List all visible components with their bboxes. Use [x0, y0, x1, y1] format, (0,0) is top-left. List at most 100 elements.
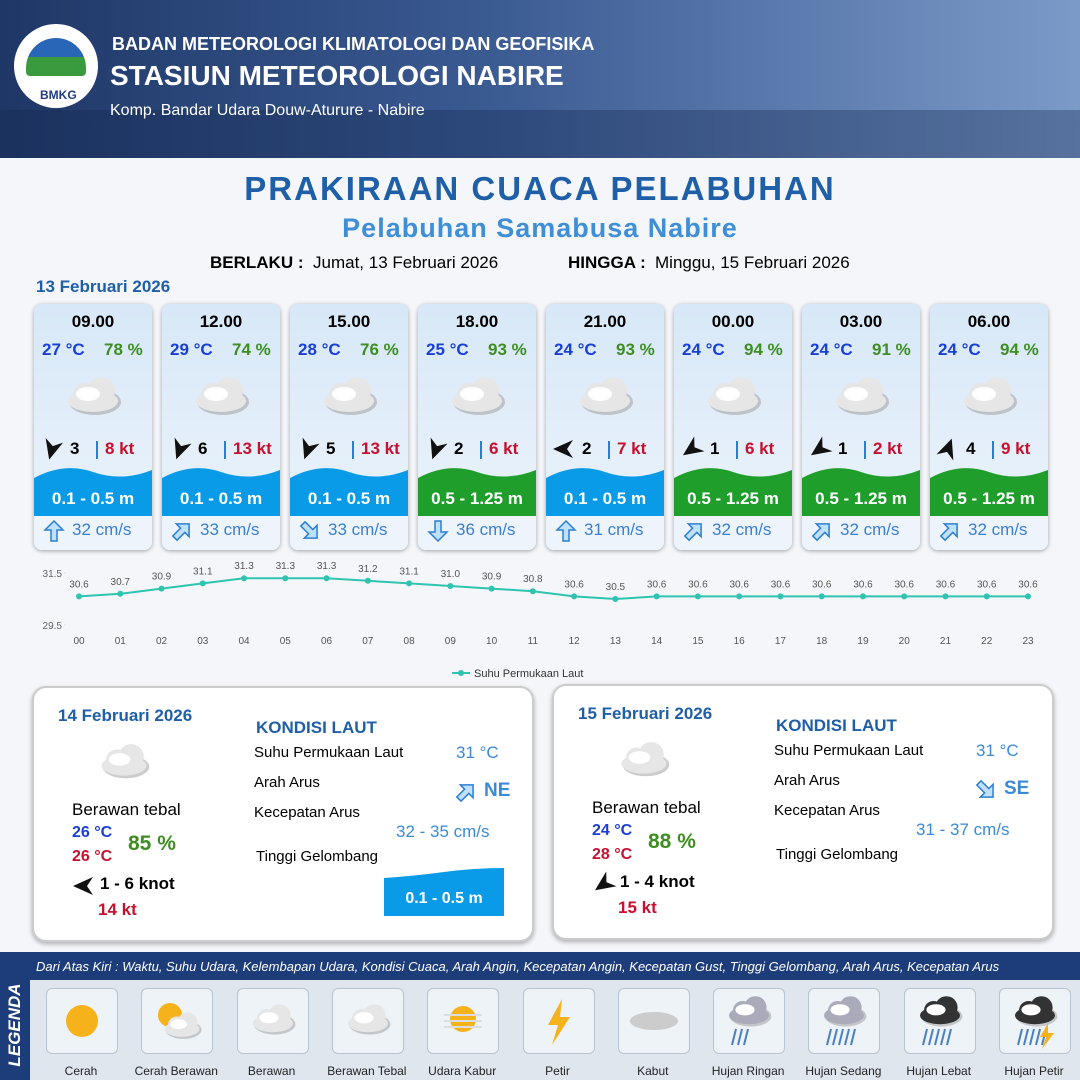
cloud-light	[735, 1004, 755, 1016]
wave-label: Tinggi Gelombang	[776, 846, 899, 863]
sst-point	[571, 593, 578, 600]
wave	[546, 468, 664, 516]
card-wave: 0.1 - 0.5 m	[307, 489, 391, 508]
card-time: 00.00	[711, 312, 755, 331]
icon	[547, 999, 570, 1045]
legend-tile	[141, 988, 214, 1054]
sst-line	[78, 577, 1028, 601]
card-gust: 13 kt	[233, 439, 272, 458]
cloud-light	[830, 1004, 850, 1016]
current-arrow	[683, 523, 702, 542]
icon	[73, 877, 93, 895]
day-date: 15 Februari 2026	[578, 704, 713, 723]
x-tick-label: 15	[692, 636, 704, 647]
value-label: 30.6	[1018, 579, 1038, 590]
day-condition: Berawan tebal	[72, 800, 181, 819]
day-humidity: 88 %	[648, 830, 696, 853]
wave	[290, 468, 408, 516]
sst-value: 31 °C	[456, 743, 499, 762]
forecast-card: 18.00 25 °C 93 % 2 6 kt 0.5 - 1.25 m 36 cm/s	[418, 304, 536, 550]
wind-arrow	[174, 437, 192, 460]
page-title: PRAKIRAAN CUACA PELABUHAN	[244, 170, 836, 207]
sea-heading: KONDISI LAUT	[256, 718, 377, 737]
separator	[352, 441, 354, 459]
separator	[480, 441, 482, 459]
card-humidity: 78 %	[104, 340, 143, 359]
rain	[945, 1028, 952, 1046]
x-tick-label: 01	[115, 636, 127, 647]
sst-point	[529, 588, 536, 595]
rain	[832, 1028, 839, 1046]
icon	[729, 996, 772, 1046]
day-box: 15 Februari 2026 Berawan tebal 24 °C 28 °C 8…	[552, 684, 1054, 940]
current-arrow	[171, 523, 190, 542]
rain	[921, 1028, 928, 1046]
wave	[418, 468, 536, 516]
forecast-card: 00.00 24 °C 94 % 1 6 kt 0.5 - 1.25 m 32 cm/s	[674, 304, 792, 550]
day-temp-max: 28 °C	[592, 846, 633, 863]
icon	[621, 742, 670, 777]
legend-tile	[903, 988, 976, 1054]
forecast-card: 06.00 24 °C 94 % 4 9 kt 0.5 - 1.25 m 32 cm/s	[930, 304, 1048, 550]
day-gust: 15 kt	[618, 898, 657, 917]
legend-tile	[522, 988, 595, 1054]
sst-point	[612, 596, 619, 602]
card-humidity: 91 %	[872, 340, 911, 359]
card-temp: 27 °C	[42, 340, 85, 359]
card-temp: 24 °C	[682, 340, 725, 359]
legend-tile	[46, 988, 118, 1054]
card-humidity: 93 %	[488, 340, 527, 359]
icon	[174, 437, 192, 460]
legend-item-label: Berawan	[247, 1064, 296, 1078]
card-wind: 2	[454, 439, 464, 458]
legend-side	[0, 952, 30, 1080]
legend-tile	[808, 988, 881, 1054]
icon	[418, 468, 536, 516]
separator	[608, 441, 610, 459]
card-current: 31 cm/s	[584, 520, 644, 539]
icon	[162, 468, 280, 516]
sst-point	[241, 575, 248, 582]
dir-label: Arah Arus	[254, 774, 320, 791]
icon	[252, 1004, 295, 1035]
day-box: 14 Februari 2026 Berawan tebal 26 °C 26 °C 8…	[32, 686, 534, 942]
sst-point	[158, 585, 165, 592]
sun	[450, 1006, 477, 1032]
sea-heading: KONDISI LAUT	[776, 716, 897, 735]
dir-value: SE	[1004, 778, 1030, 799]
bolt	[1040, 1023, 1054, 1049]
day-condition: Berawan tebal	[592, 798, 701, 817]
current-arrow	[939, 523, 958, 542]
icon	[802, 468, 920, 516]
y-tick-label: 29.5	[43, 621, 63, 632]
icon	[930, 468, 1048, 516]
x-tick-label: 03	[197, 636, 209, 647]
cloud-light	[588, 387, 612, 401]
sst-point	[942, 593, 949, 600]
x-tick-label: 02	[156, 636, 168, 647]
sst-point	[323, 575, 330, 582]
cloud-light	[108, 753, 131, 766]
card-temp: 24 °C	[810, 340, 853, 359]
x-tick-label: 18	[816, 636, 828, 647]
value-label: 30.6	[564, 579, 584, 590]
sst-point	[364, 577, 371, 584]
to-date: Minggu, 15 Februari 2026	[655, 253, 850, 272]
wave	[34, 468, 152, 516]
legend-item-label: Petir	[545, 1064, 570, 1078]
x-tick-label: 11	[528, 636, 539, 647]
icon	[290, 468, 408, 516]
icon	[555, 519, 577, 542]
legend-description: Dari Atas Kiri : Waktu, Suhu Udara, Kele…	[36, 959, 1000, 974]
day-wind: 1 - 6 knot	[100, 874, 175, 893]
legend-item-label: Kabut	[637, 1064, 669, 1078]
card-wind: 3	[70, 439, 80, 458]
cloud-light	[460, 387, 484, 401]
forecast-card: 03.00 24 °C 91 % 1 2 kt 0.5 - 1.25 m 32 cm/s	[802, 304, 920, 550]
cloud-light	[628, 751, 651, 764]
value-label: 30.6	[812, 579, 832, 590]
day-date: 14 Februari 2026	[58, 706, 193, 725]
value-label: 30.6	[647, 579, 667, 590]
x-tick-label: 17	[775, 636, 787, 647]
